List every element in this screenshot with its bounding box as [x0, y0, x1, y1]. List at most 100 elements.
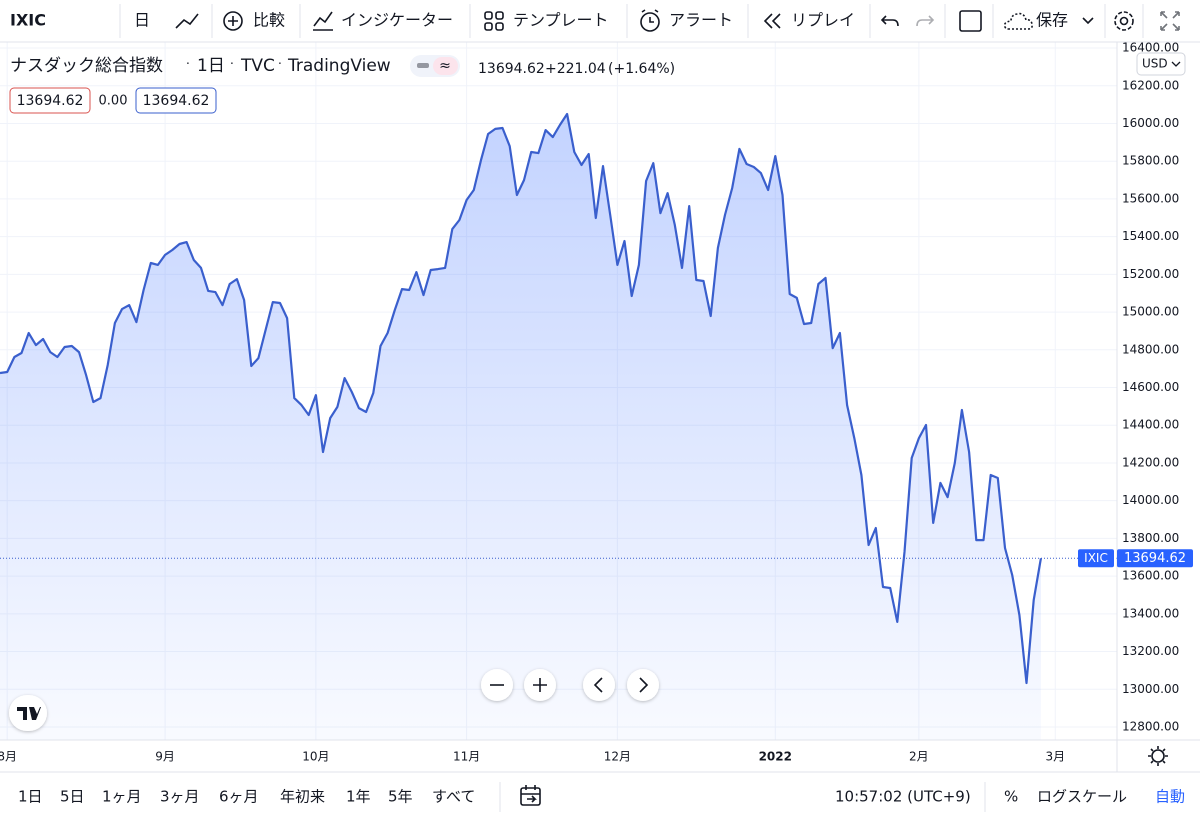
compare-icon[interactable] — [223, 11, 243, 31]
time-axis: 8月 9月 10月 11月 12月 2022 2月 3月 — [0, 739, 1200, 772]
auto-toggle[interactable]: 自動 — [1155, 788, 1185, 806]
range-button[interactable]: 5年 — [388, 788, 413, 806]
save-menu[interactable] — [1082, 17, 1094, 25]
y-tick-label: 13800.00 — [1122, 531, 1179, 545]
tv-logo[interactable] — [9, 695, 47, 731]
legend: ナスダック総合指数 · 1日 · TVC · TradingView ≈ 136… — [9, 55, 675, 114]
alert-icon[interactable] — [640, 12, 660, 32]
y-tick-label: 16200.00 — [1122, 78, 1179, 92]
dot: · — [186, 57, 190, 71]
range-button[interactable]: すべて — [432, 788, 475, 806]
x-tick-label: 8月 — [0, 750, 17, 764]
scroll-right — [639, 677, 649, 693]
y-tick-label: 15000.00 — [1122, 305, 1179, 319]
bid: 13694.62 — [17, 93, 84, 109]
layout-icon[interactable] — [959, 10, 982, 32]
fullscreen-icon[interactable] — [1160, 11, 1180, 31]
y-tick-label: 15200.00 — [1122, 267, 1179, 281]
range-button[interactable]: 3ヶ月 — [160, 788, 200, 806]
zoom-in — [533, 678, 547, 692]
last-price-tag — [1117, 549, 1193, 568]
scroll-right[interactable] — [627, 669, 659, 701]
price-axis: 12800.00 13000.00 13200.00 13400.00 13600.00… — [1116, 41, 1200, 740]
symbol-name: ナスダック総合指数 — [10, 56, 163, 76]
alert-icon — [641, 9, 659, 23]
range-button[interactable]: 5日 — [60, 788, 85, 806]
range-button[interactable]: 6ヶ月 — [219, 788, 259, 806]
indicators-button[interactable]: インジケーター — [341, 11, 453, 30]
legend-provider: TradingView — [287, 56, 391, 76]
y-tick-label: 13200.00 — [1122, 644, 1179, 658]
y-tick-label: 13000.00 — [1122, 682, 1179, 696]
clock: 10:57:02 (UTC+9) — [835, 788, 971, 806]
y-tick-label: 16400.00 — [1122, 41, 1179, 55]
x-tick-label: 10月 — [302, 750, 329, 764]
range-button[interactable]: 1年 — [346, 788, 371, 806]
status-pill: ≈ — [439, 58, 451, 74]
bid-box[interactable] — [9, 87, 91, 114]
y-tick-label: 12800.00 — [1122, 719, 1179, 733]
legend-change: +221.04 — [545, 61, 606, 77]
chart-type-icon[interactable] — [175, 13, 199, 29]
symbol-tag — [1078, 549, 1114, 568]
tv-logo — [17, 707, 41, 720]
ask: 13694.62 — [143, 93, 210, 109]
compare-icon — [228, 16, 238, 26]
range-button[interactable]: 年初来 — [280, 788, 325, 806]
y-tick-label: 15600.00 — [1122, 191, 1179, 205]
range-button[interactable]: 1ヶ月 — [102, 788, 142, 806]
templates-button[interactable]: テンプレート — [513, 11, 609, 30]
y-tick-label: 14800.00 — [1122, 342, 1179, 356]
price-line — [0, 112, 1042, 685]
log-toggle[interactable]: ログスケール — [1037, 788, 1127, 806]
indicator-icon[interactable] — [313, 11, 333, 31]
symbol-tag-label: IXIC — [1084, 551, 1108, 565]
save-icon[interactable] — [1003, 12, 1033, 30]
range-button[interactable]: 1日 — [18, 788, 43, 806]
replay-icon[interactable] — [763, 13, 781, 29]
y-tick-label: 14400.00 — [1122, 418, 1179, 432]
scroll-left[interactable] — [583, 669, 615, 701]
y-tick-label: 15400.00 — [1122, 229, 1179, 243]
x-tick-label: 2022 — [759, 750, 792, 764]
alert-button[interactable]: アラート — [669, 11, 733, 30]
y-tick-label: 16000.00 — [1122, 116, 1179, 130]
x-tick-label: 12月 — [604, 750, 631, 764]
currency-menu — [1171, 61, 1181, 67]
interval-button[interactable]: 日 — [134, 11, 150, 30]
percent-toggle[interactable]: % — [1004, 788, 1018, 806]
currency-box[interactable] — [1136, 52, 1186, 76]
redo-icon[interactable] — [916, 15, 935, 27]
x-tick-label: 11月 — [453, 750, 480, 764]
y-tick-label: 14600.00 — [1122, 380, 1179, 394]
legend-price: 13694.62 — [478, 61, 545, 77]
y-tick-label: 13600.00 — [1122, 569, 1179, 583]
dot: · — [278, 57, 282, 71]
replay-button[interactable]: リプレイ — [791, 11, 855, 30]
axis-settings — [1148, 746, 1168, 766]
templates-icon[interactable] — [484, 11, 504, 31]
y-tick-label: 14000.00 — [1122, 493, 1179, 507]
status-pill — [433, 57, 458, 75]
compare-button[interactable]: 比較 — [253, 11, 285, 30]
axis-settings[interactable] — [1151, 749, 1165, 763]
legend-change-pct: (+1.64%) — [608, 61, 675, 77]
legend-interval: 1日 — [197, 56, 225, 76]
undo-icon[interactable] — [880, 15, 899, 27]
symbol[interactable]: IXIC — [10, 11, 46, 30]
toolbar: IXIC 日 比較 インジケーター テンプレート アラート リプレイ 保存 — [0, 0, 1200, 43]
price-axis-bg — [1117, 43, 1200, 740]
spread: 0.00 — [99, 94, 128, 109]
ask-box[interactable] — [135, 87, 217, 114]
nav-buttons — [9, 669, 659, 731]
y-tick-label: 13400.00 — [1122, 606, 1179, 620]
x-tick-label: 9月 — [155, 750, 175, 764]
time-axis-bg — [0, 740, 1200, 772]
bottom-bar: 10:57:02 (UTC+9) % ログスケール 自動 1日 5日 1ヶ月 3ヶ月 6… — [0, 771, 1200, 812]
date-range-icon[interactable] — [520, 785, 541, 806]
settings-icon[interactable] — [1114, 11, 1134, 31]
plot-area — [0, 42, 1117, 740]
save-button[interactable]: 保存 — [1036, 11, 1068, 30]
